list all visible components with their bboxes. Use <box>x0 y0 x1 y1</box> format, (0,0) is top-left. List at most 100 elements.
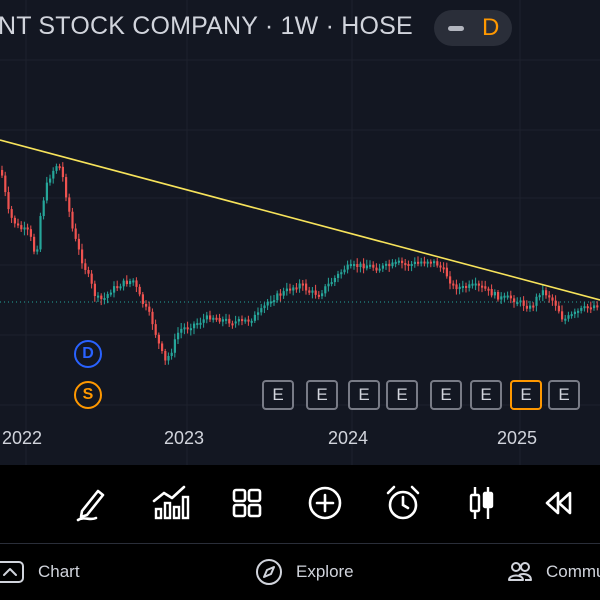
candle-body <box>250 320 253 323</box>
candle-body <box>586 306 589 309</box>
interval-pill[interactable]: D <box>434 10 512 46</box>
candle-body <box>487 288 490 291</box>
nav-item-explore[interactable]: Explore <box>255 544 354 600</box>
candle-body <box>17 223 20 226</box>
earnings-marker[interactable]: E <box>262 380 294 410</box>
candle-body <box>477 283 480 286</box>
candle-body <box>554 300 557 306</box>
community-people-icon <box>508 562 532 581</box>
candle-body <box>365 265 368 269</box>
candle-body <box>13 217 16 224</box>
candle-body <box>449 276 452 284</box>
candle-body <box>506 295 509 298</box>
split-marker-label: S <box>82 386 94 403</box>
candle-body <box>141 294 144 304</box>
candle-body <box>525 305 528 309</box>
candle-body <box>241 319 244 322</box>
alarm-clock-icon[interactable] <box>383 483 423 523</box>
nav-label-chart: Chart <box>38 562 80 581</box>
earnings-marker[interactable]: E <box>430 380 462 410</box>
candle-body <box>500 296 503 300</box>
nav-item-chart[interactable]: Chart <box>0 544 80 600</box>
candle-body <box>388 263 391 267</box>
candle-body <box>103 297 106 300</box>
candle-body <box>308 290 311 293</box>
candle-body <box>87 269 90 274</box>
candle-body <box>289 288 292 291</box>
candle-body <box>90 273 93 284</box>
candle-body <box>237 319 240 322</box>
earnings-marker[interactable]: E <box>386 380 418 410</box>
candle-body <box>253 314 256 321</box>
candle-body <box>327 283 330 287</box>
candle-body <box>564 318 567 321</box>
candle-body <box>423 261 426 264</box>
earnings-marker-label: E <box>440 385 452 404</box>
earnings-marker[interactable]: E <box>348 380 380 410</box>
candle-body <box>378 268 381 271</box>
earnings-marker-label: E <box>358 385 370 404</box>
earnings-marker[interactable]: E <box>306 380 338 410</box>
dividend-marker-label: D <box>82 345 94 362</box>
candle-body <box>77 238 80 250</box>
candle-body <box>589 307 592 310</box>
chart-area[interactable]: NT STOCK COMPANY · 1W · HOSE D D S E E E… <box>0 0 600 465</box>
candle-body <box>529 305 532 309</box>
candle-body <box>100 295 103 300</box>
candle-body <box>295 287 298 290</box>
nav-item-community[interactable]: Commu <box>506 544 600 600</box>
replay-rewind-icon[interactable] <box>538 483 578 523</box>
candle-body <box>314 290 317 295</box>
templates-grid-icon[interactable] <box>227 483 267 523</box>
candle-body <box>532 305 535 308</box>
earnings-marker-label: E <box>396 385 408 404</box>
candle-body <box>522 300 525 306</box>
candle-body <box>583 306 586 309</box>
candle-body <box>161 343 164 351</box>
candle-body <box>541 290 544 296</box>
candle-body <box>189 328 192 331</box>
candle-body <box>324 286 327 294</box>
candle-body <box>225 318 228 321</box>
candle-body <box>45 182 48 201</box>
candle-body <box>548 295 551 298</box>
candle-body <box>119 286 122 289</box>
candle-body <box>7 192 10 210</box>
candle-body <box>346 264 349 270</box>
candle-body <box>407 264 410 267</box>
earnings-marker[interactable]: E <box>510 380 542 410</box>
trendline <box>0 139 600 301</box>
candle-style-icon[interactable] <box>461 483 501 523</box>
price-chart[interactable] <box>0 0 600 465</box>
candle-body <box>561 311 564 320</box>
candle-body <box>372 264 375 268</box>
candle-body <box>567 315 570 319</box>
dividend-marker[interactable]: D <box>74 340 102 368</box>
candle-body <box>193 323 196 329</box>
candle-body <box>55 166 58 171</box>
split-marker[interactable]: S <box>74 381 102 409</box>
candle-body <box>340 272 343 275</box>
indicators-icon[interactable] <box>150 483 190 523</box>
candle-body <box>593 305 596 309</box>
draw-pen-icon[interactable] <box>72 483 112 523</box>
earnings-marker[interactable]: E <box>548 380 580 410</box>
candle-body <box>551 297 554 301</box>
candle-body <box>391 262 394 267</box>
candle-body <box>349 264 352 267</box>
chart-title[interactable]: NT STOCK COMPANY · 1W · HOSE <box>0 12 413 40</box>
candle-body <box>461 285 464 288</box>
candle-body <box>4 175 7 193</box>
candle-body <box>215 317 218 320</box>
candle-body <box>71 211 74 229</box>
candle-body <box>413 261 416 265</box>
earnings-marker[interactable]: E <box>470 380 502 410</box>
candle-body <box>433 261 436 264</box>
candle-body <box>330 282 333 285</box>
candle-body <box>292 287 295 291</box>
minimize-icon[interactable] <box>448 26 464 31</box>
interval-letter[interactable]: D <box>482 14 500 41</box>
candle-body <box>132 280 135 283</box>
candle-body <box>164 350 167 361</box>
add-circle-icon[interactable] <box>305 483 345 523</box>
